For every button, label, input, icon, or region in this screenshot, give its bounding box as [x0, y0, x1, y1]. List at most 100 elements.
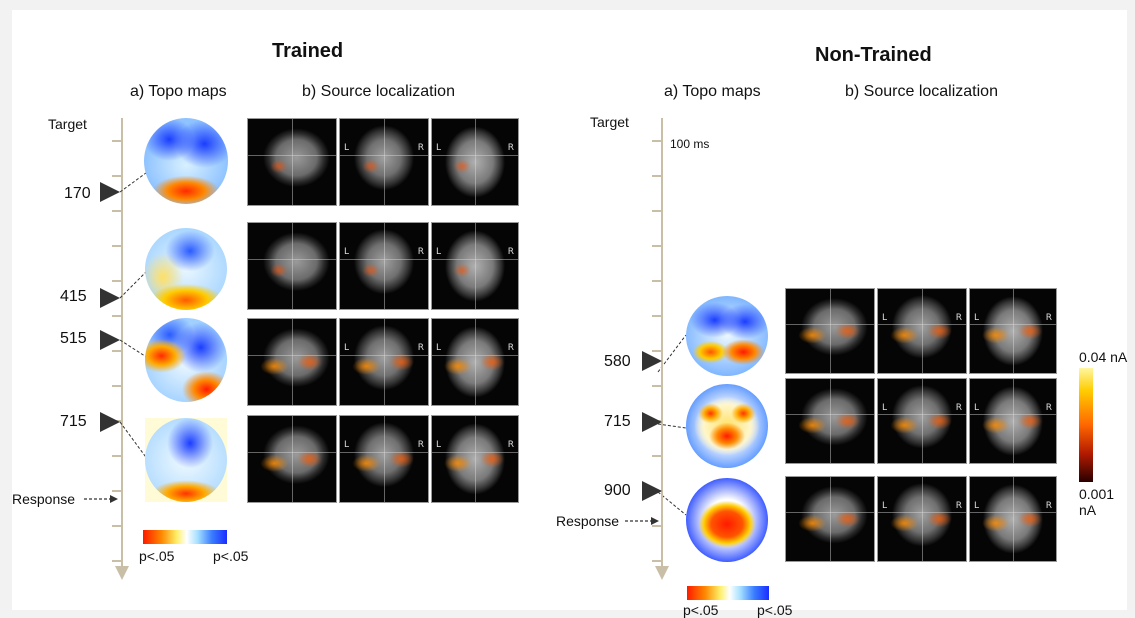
trained-timeline-tick	[112, 140, 122, 142]
nontrained-title: Non-Trained	[815, 44, 932, 66]
crosshair-vertical	[1013, 477, 1014, 561]
nontrained-mri-row1-sag	[785, 288, 875, 374]
mri-left-label: L	[974, 500, 980, 511]
nontrained-timeline-tick	[652, 210, 662, 212]
crosshair-vertical	[922, 379, 923, 463]
crosshair-vertical	[475, 416, 476, 502]
nontrained-time-900: 900	[604, 482, 631, 499]
nontrained-ms-label: 100 ms	[670, 137, 710, 151]
trained-timeline-tick	[112, 280, 122, 282]
trained-timeline-tick	[112, 315, 122, 317]
crosshair-horizontal	[432, 155, 518, 157]
nontrained-scale-left-label: p<.05	[683, 602, 719, 618]
trained-timeline-tick	[112, 455, 122, 457]
mri-right-label: R	[1045, 500, 1052, 511]
trained-timeline-tick	[112, 350, 122, 352]
trained-topo-map-170	[144, 118, 228, 204]
mri-left-label: L	[882, 312, 888, 323]
trained-scale-right-label: p<.05	[213, 548, 249, 564]
crosshair-horizontal	[432, 452, 518, 454]
crosshair-vertical	[292, 416, 293, 502]
mri-left-label: L	[436, 247, 442, 258]
nontrained-timeline-arrow	[655, 566, 669, 580]
nontrained-timeline	[661, 118, 663, 568]
nontrained-timeline-tick	[652, 560, 662, 562]
nontrained-topo-map-900	[686, 478, 768, 562]
crosshair-horizontal	[340, 355, 428, 357]
trained-topo-map-515	[145, 318, 227, 402]
mri-right-label: R	[417, 143, 424, 154]
crosshair-vertical	[830, 379, 831, 463]
mri-right-label: R	[955, 402, 962, 413]
trained-time-170: 170	[64, 185, 91, 202]
nontrained-scale-bar	[687, 586, 769, 600]
mri-right-label: R	[417, 440, 424, 451]
trained-timeline-tick	[112, 525, 122, 527]
crosshair-horizontal	[340, 155, 428, 157]
nontrained-timeline-tick	[652, 140, 662, 142]
trained-timeline-tick	[112, 175, 122, 177]
crosshair-vertical	[292, 223, 293, 309]
mri-left-label: L	[974, 312, 980, 323]
trained-timeline-tick	[112, 385, 122, 387]
trained-timeline-tick	[112, 210, 122, 212]
nontrained-topo-map-580	[686, 296, 768, 376]
nontrained-mri-row3-sag	[785, 476, 875, 562]
nontrained-response-label: Response	[556, 513, 620, 529]
mri-right-label: R	[1045, 402, 1052, 413]
crosshair-vertical	[292, 319, 293, 405]
colorbar-min-label: 0.001 nA	[1079, 486, 1115, 518]
crosshair-horizontal	[248, 355, 336, 357]
nontrained-time-580: 580	[604, 353, 631, 370]
trained-timeline-tick	[112, 560, 122, 562]
crosshair-horizontal	[878, 512, 966, 514]
crosshair-horizontal	[878, 324, 966, 326]
mri-right-label: R	[507, 143, 514, 154]
mri-left-label: L	[882, 500, 888, 511]
trained-mri-row4-sag	[247, 415, 337, 503]
nontrained-timeline-tick	[652, 280, 662, 282]
nontrained-topo-map-715	[686, 384, 768, 468]
trained-timeline-tick	[112, 245, 122, 247]
nontrained-timeline-tick	[652, 385, 662, 387]
nontrained-marker-900	[642, 481, 662, 501]
mri-right-label: R	[1045, 312, 1052, 323]
mri-left-label: L	[882, 402, 888, 413]
trained-time-715: 715	[60, 413, 87, 430]
mri-left-label: L	[344, 143, 350, 154]
mri-right-label: R	[417, 247, 424, 258]
trained-source-heading: b) Source localization	[302, 83, 455, 100]
crosshair-horizontal	[878, 414, 966, 416]
crosshair-vertical	[384, 416, 385, 502]
mri-left-label: L	[344, 247, 350, 258]
crosshair-horizontal	[970, 414, 1056, 416]
crosshair-vertical	[1013, 289, 1014, 373]
crosshair-vertical	[1013, 379, 1014, 463]
trained-time-415: 415	[60, 288, 87, 305]
nontrained-marker-580	[642, 351, 662, 371]
mri-right-label: R	[507, 247, 514, 258]
trained-response-label: Response	[12, 491, 76, 507]
crosshair-horizontal	[970, 512, 1056, 514]
nontrained-timeline-tick	[652, 315, 662, 317]
trained-marker-170	[100, 182, 120, 202]
crosshair-horizontal	[786, 324, 874, 326]
mri-left-label: L	[344, 343, 350, 354]
mri-left-label: L	[436, 440, 442, 451]
trained-marker-415	[100, 288, 120, 308]
crosshair-vertical	[830, 289, 831, 373]
trained-marker-715	[100, 412, 120, 432]
crosshair-horizontal	[248, 259, 336, 261]
crosshair-horizontal	[340, 259, 428, 261]
crosshair-vertical	[384, 223, 385, 309]
crosshair-horizontal	[340, 452, 428, 454]
